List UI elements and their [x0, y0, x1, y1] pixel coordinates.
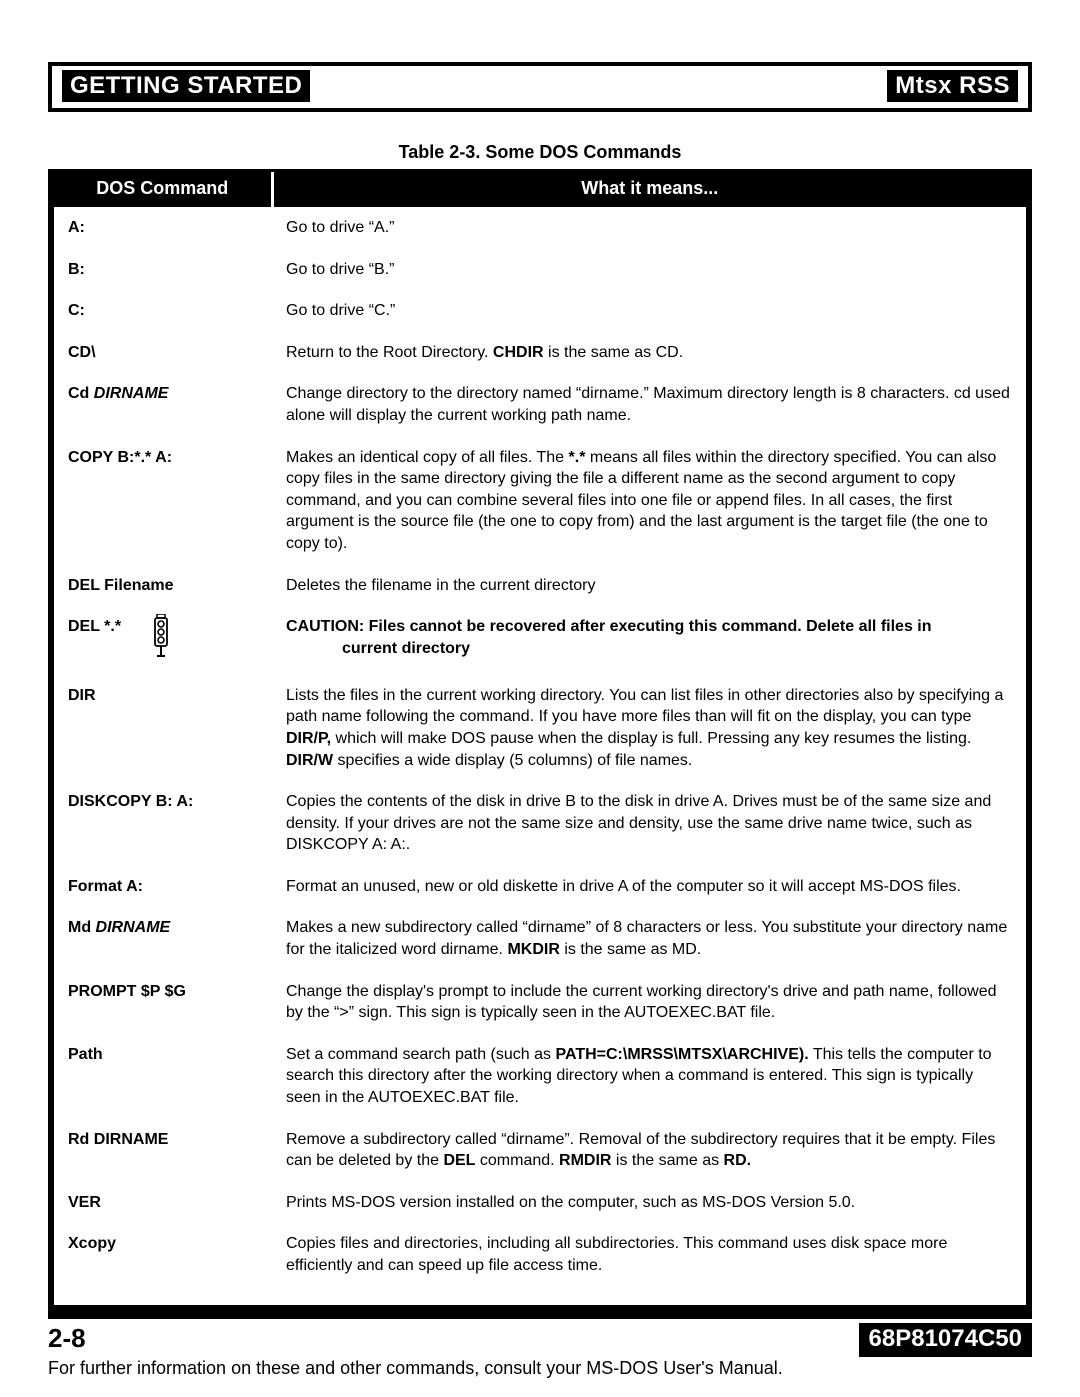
table-row: Cd DIRNAME Change directory to the direc… [54, 373, 1026, 436]
header-bar: GETTING STARTED Mtsx RSS [48, 62, 1032, 112]
text: command. [475, 1152, 559, 1169]
bold: DIR/W [286, 752, 333, 769]
cmd-a: A: [54, 207, 272, 249]
cmd-format: Format A: [54, 866, 272, 908]
cmd-dir: DIR [54, 675, 272, 781]
table-wrap: DOS Command What it means... A: Go to dr… [48, 169, 1032, 1315]
desc-delall: CAUTION: Files cannot be recovered after… [272, 606, 1026, 675]
table-row: CD\ Return to the Root Directory. CHDIR … [54, 332, 1026, 374]
bold-line2: current directory [342, 640, 470, 657]
bold: PATH=C:\MRSS\MTSX\ARCHIVE). [555, 1046, 808, 1063]
bold: DIR/P, [286, 730, 331, 747]
text: specifies a wide display (5 columns) of … [333, 752, 692, 769]
cmd-diskcopy: DISKCOPY B: A: [54, 781, 272, 866]
table-row: B: Go to drive “B.” [54, 249, 1026, 291]
cmd-xcopy: Xcopy [54, 1223, 272, 1304]
text: is the same as [611, 1152, 723, 1169]
table-row: Xcopy Copies files and directories, incl… [54, 1223, 1026, 1304]
table-row: Path Set a command search path (such as … [54, 1034, 1026, 1119]
header-right: Mtsx RSS [887, 70, 1018, 102]
table-row: C: Go to drive “C.” [54, 290, 1026, 332]
table-row: DEL Filename Deletes the filename in the… [54, 565, 1026, 607]
col-header-command: DOS Command [54, 172, 272, 207]
bold: RD. [724, 1152, 752, 1169]
cmd-cdroot: CD\ [54, 332, 272, 374]
cmd-cddir: Cd DIRNAME [54, 373, 272, 436]
table-row: VER Prints MS-DOS version installed on t… [54, 1182, 1026, 1224]
desc-diskcopy: Copies the contents of the disk in drive… [272, 781, 1026, 866]
text: Makes an identical copy of all files. Th… [286, 449, 569, 466]
header-left: GETTING STARTED [62, 70, 310, 102]
cmd-md: Md DIRNAME [54, 907, 272, 970]
text: Set a command search path (such as [286, 1046, 555, 1063]
caution-icon [148, 614, 174, 665]
cmd-prompt: PROMPT $P $G [54, 971, 272, 1034]
bold-line1: CAUTION: Files cannot be recovered after… [286, 618, 932, 635]
desc-prompt: Change the display's prompt to include t… [272, 971, 1026, 1034]
bold: CHDIR [493, 344, 544, 361]
desc-xcopy: Copies files and directories, including … [272, 1223, 1026, 1304]
table-title: Table 2-3. Some DOS Commands [48, 142, 1032, 163]
desc-a: Go to drive “A.” [272, 207, 1026, 249]
desc-dir: Lists the files in the current working d… [272, 675, 1026, 781]
text: is the same as CD. [544, 344, 684, 361]
desc-copy: Makes an identical copy of all files. Th… [272, 437, 1026, 565]
cmd-c: C: [54, 290, 272, 332]
text: which will make DOS pause when the displ… [331, 730, 971, 747]
desc-b: Go to drive “B.” [272, 249, 1026, 291]
col-header-meaning: What it means... [272, 172, 1026, 207]
desc-md: Makes a new subdirectory called “dirname… [272, 907, 1026, 970]
desc-c: Go to drive “C.” [272, 290, 1026, 332]
dos-commands-table: DOS Command What it means... A: Go to dr… [54, 172, 1026, 1305]
table-row: DISKCOPY B: A: Copies the contents of th… [54, 781, 1026, 866]
text: Lists the files in the current working d… [286, 687, 1003, 726]
desc-ver: Prints MS-DOS version installed on the c… [272, 1182, 1026, 1224]
bold: RMDIR [559, 1152, 611, 1169]
text: Return to the Root Directory. [286, 344, 493, 361]
table-row: PROMPT $P $G Change the display's prompt… [54, 971, 1026, 1034]
table-row: Md DIRNAME Makes a new subdirectory call… [54, 907, 1026, 970]
text: is the same as MD. [560, 941, 701, 958]
bold: MKDIR [507, 941, 559, 958]
italic: DIRNAME [94, 385, 169, 402]
italic: DIRNAME [96, 919, 171, 936]
table-row: COPY B:*.* A: Makes an identical copy of… [54, 437, 1026, 565]
cmd-delfn: DEL Filename [54, 565, 272, 607]
page-number: 2-8 [48, 1323, 86, 1354]
bold: *.* [569, 449, 586, 466]
desc-path: Set a command search path (such as PATH=… [272, 1034, 1026, 1119]
desc-rd: Remove a subdirectory called “dirname”. … [272, 1119, 1026, 1182]
text: Md [68, 919, 96, 936]
document-id: 68P81074C50 [859, 1323, 1032, 1357]
desc-format: Format an unused, new or old diskette in… [272, 866, 1026, 908]
table-row: DIR Lists the files in the current worki… [54, 675, 1026, 781]
cmd-delall: DEL *.* [54, 606, 272, 675]
desc-cdroot: Return to the Root Directory. CHDIR is t… [272, 332, 1026, 374]
desc-delfn: Deletes the filename in the current dire… [272, 565, 1026, 607]
page: GETTING STARTED Mtsx RSS Table 2-3. Some… [0, 0, 1080, 1397]
desc-cddir: Change directory to the directory named … [272, 373, 1026, 436]
table-row: A: Go to drive “A.” [54, 207, 1026, 249]
footer-bar: 2-8 68P81074C50 [48, 1315, 1032, 1357]
cmd-b: B: [54, 249, 272, 291]
table-row: Rd DIRNAME Remove a subdirectory called … [54, 1119, 1026, 1182]
text: DEL *.* [68, 618, 121, 635]
bold: DEL [443, 1152, 475, 1169]
table-row: Format A: Format an unused, new or old d… [54, 866, 1026, 908]
cmd-copy: COPY B:*.* A: [54, 437, 272, 565]
cmd-path: Path [54, 1034, 272, 1119]
text: Cd [68, 385, 94, 402]
cmd-rd: Rd DIRNAME [54, 1119, 272, 1182]
footnote: For further information on these and oth… [48, 1355, 1032, 1381]
table-row: DEL *.* [54, 606, 1026, 675]
cmd-ver: VER [54, 1182, 272, 1224]
